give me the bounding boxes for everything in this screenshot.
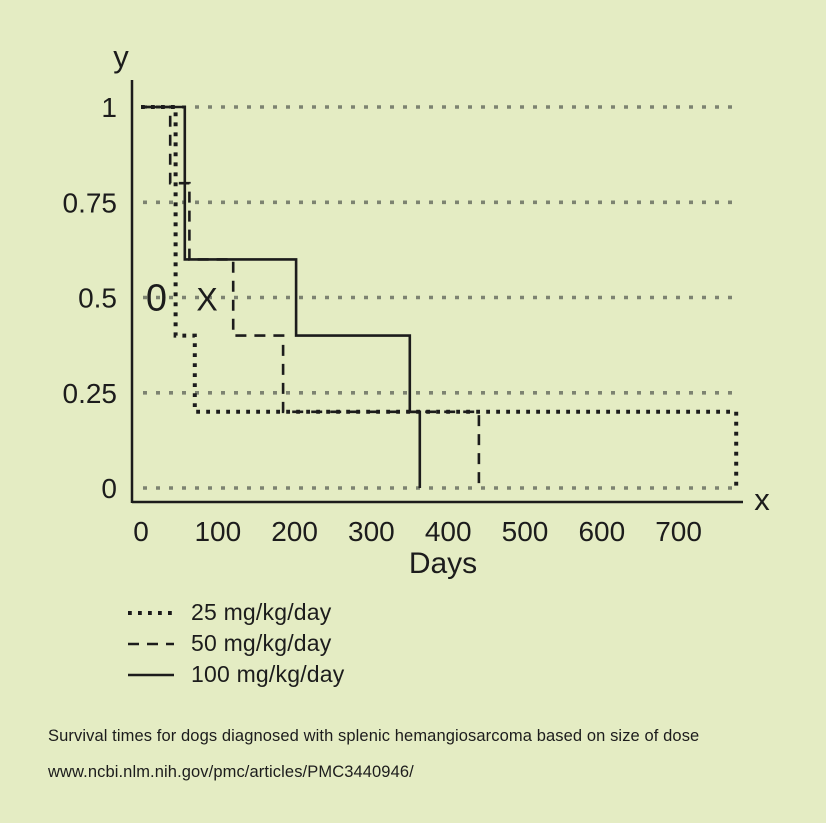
legend-label: 100 mg/kg/day — [191, 661, 345, 687]
survival-curve-solid — [141, 105, 422, 488]
legend-label: 25 mg/kg/day — [191, 599, 332, 625]
caption-text: Survival times for dogs diagnosed with s… — [48, 727, 700, 745]
legend-swatch-dotted-icon — [128, 610, 174, 615]
x-tick-label: 200 — [271, 516, 318, 547]
x-tick-label: 400 — [425, 516, 472, 547]
y-tick-label: 1 — [101, 92, 117, 123]
y-tick-label: 0.25 — [63, 378, 118, 409]
curves-layer — [141, 105, 739, 488]
x-axis-letter: x — [754, 482, 770, 517]
y-axis-letter: y — [113, 39, 129, 74]
legend-swatch-dashed-icon — [128, 642, 174, 645]
gridlines-layer — [143, 105, 741, 490]
legend-swatch-solid-icon — [128, 673, 174, 676]
legend-item: 50 mg/kg/day — [127, 628, 344, 659]
x-tick-label: 100 — [194, 516, 241, 547]
annotation-text: X — [196, 282, 217, 318]
tick-labels-layer: 0 100 200 300 400 500 600 700 0 0.25 0.5 0.75 1 — [63, 92, 702, 547]
y-tick-label: 0.5 — [78, 283, 117, 314]
x-tick-label: 500 — [502, 516, 549, 547]
x-tick-label: 700 — [655, 516, 702, 547]
x-tick-label: 600 — [578, 516, 625, 547]
x-tick-label: 0 — [133, 516, 149, 547]
legend-item: 25 mg/kg/day — [127, 597, 344, 628]
y-tick-label: 0.75 — [63, 187, 118, 218]
x-axis-title: Days — [409, 547, 477, 580]
caption: Survival times for dogs diagnosed with s… — [48, 727, 699, 782]
caption-source-url: www.ncbi.nlm.nih.gov/pmc/articles/PMC344… — [48, 763, 414, 781]
survival-curve-dotted — [141, 105, 739, 488]
y-tick-label: 0 — [101, 473, 117, 504]
x-tick-label: 300 — [348, 516, 395, 547]
legend: 25 mg/kg/day 50 mg/kg/day 100 mg/kg/day — [127, 597, 344, 690]
legend-item: 100 mg/kg/day — [127, 659, 344, 690]
legend-label: 50 mg/kg/day — [191, 630, 332, 656]
survival-curve-dashed — [141, 105, 481, 488]
annotation-text: 0 — [146, 278, 167, 320]
